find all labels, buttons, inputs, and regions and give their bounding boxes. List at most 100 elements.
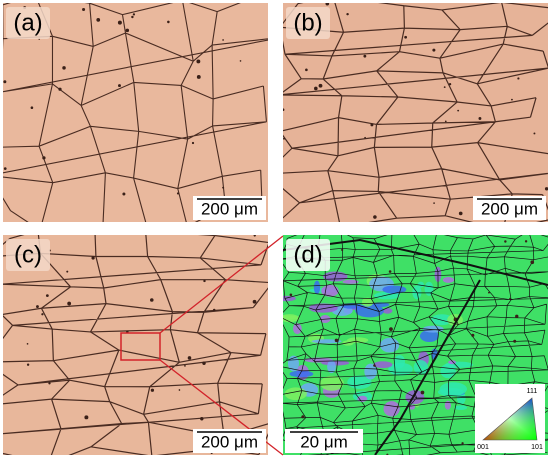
pit	[30, 106, 34, 109]
pit	[131, 15, 134, 19]
pit	[187, 356, 192, 360]
pit	[509, 297, 512, 300]
pit	[167, 20, 170, 24]
pit	[511, 98, 513, 101]
pit	[305, 68, 308, 72]
orientation-region	[439, 382, 467, 396]
scale-bar-bg	[193, 429, 266, 453]
pit	[96, 18, 101, 22]
label-bg	[286, 7, 330, 39]
pit	[530, 260, 535, 265]
orientation-region	[383, 401, 400, 417]
zoom-box	[120, 332, 161, 361]
pit	[222, 39, 224, 41]
orientation-region	[444, 400, 451, 410]
pit	[444, 120, 447, 123]
orientation-region	[373, 361, 393, 369]
pit	[184, 365, 186, 367]
orientation-region	[327, 360, 336, 374]
ipf-triangle	[482, 397, 538, 441]
pit	[544, 187, 548, 191]
pit	[36, 305, 39, 308]
pit	[461, 442, 464, 445]
pit	[82, 7, 86, 11]
pit	[471, 333, 475, 337]
ipf-label: 001	[477, 444, 489, 451]
orientation-region	[419, 329, 439, 343]
pit	[334, 338, 339, 343]
label-bg	[6, 239, 50, 271]
pit	[370, 123, 374, 127]
orientation-region	[320, 375, 344, 391]
pit	[517, 77, 520, 80]
pit	[176, 192, 180, 195]
panel-label: (b)	[293, 9, 322, 36]
pit	[283, 108, 285, 112]
pit	[203, 279, 206, 283]
scale-bar-label: 200 μm	[201, 199, 258, 218]
pit	[191, 141, 195, 145]
grain-boundaries	[3, 3, 268, 222]
pit	[389, 327, 393, 332]
pit	[283, 137, 285, 140]
grain-boundary	[283, 235, 548, 455]
orientation-region	[380, 337, 400, 353]
pit	[386, 453, 389, 455]
pit	[84, 415, 89, 420]
orientation-region	[417, 281, 425, 288]
scale-bar-bg	[285, 429, 363, 453]
label-bg	[286, 239, 330, 271]
orientation-region	[289, 370, 314, 378]
ipf-label: 101	[531, 444, 543, 451]
pit	[396, 405, 399, 408]
pit	[252, 299, 257, 304]
pit	[3, 167, 7, 170]
pit	[26, 363, 30, 366]
pit	[222, 186, 225, 189]
scale-bar-label: 20 μm	[300, 432, 348, 451]
scale-bar-bg	[193, 196, 266, 220]
panel-label: (d)	[293, 241, 322, 268]
panel-label: (a)	[13, 9, 42, 36]
pit	[488, 291, 490, 294]
panel-label: (c)	[14, 241, 42, 268]
ipf-label: 111	[527, 388, 538, 395]
label-bg	[6, 7, 50, 39]
pit	[457, 109, 460, 112]
boundary	[374, 279, 481, 455]
panel-c	[3, 235, 268, 455]
grain-boundary	[3, 3, 268, 222]
pit	[91, 256, 95, 260]
pit	[200, 417, 204, 421]
pit	[253, 235, 256, 237]
pit	[58, 87, 62, 91]
pit	[41, 313, 44, 316]
orientation-region	[442, 277, 455, 283]
orientation-region	[284, 387, 307, 401]
orientation-region	[382, 285, 407, 294]
orientation-region	[292, 323, 302, 335]
orientation-region	[341, 303, 363, 309]
pit	[202, 361, 206, 365]
pit	[318, 83, 323, 88]
orientation-region	[431, 314, 453, 326]
pit	[373, 364, 376, 367]
pit	[420, 390, 425, 395]
pit	[448, 83, 452, 86]
pit	[524, 240, 528, 243]
pit	[45, 294, 49, 298]
pit	[212, 308, 216, 312]
ebsd-map	[283, 235, 548, 455]
zoom-line	[159, 235, 284, 334]
orientation-region	[283, 295, 296, 302]
pit	[458, 211, 463, 216]
pit	[314, 86, 318, 91]
pit	[364, 136, 366, 139]
pit	[388, 270, 392, 273]
orientation-region	[313, 280, 321, 295]
pit	[196, 59, 201, 64]
pit	[26, 343, 29, 345]
pit	[122, 192, 126, 196]
pit	[150, 298, 154, 302]
orientation-region	[382, 308, 393, 314]
